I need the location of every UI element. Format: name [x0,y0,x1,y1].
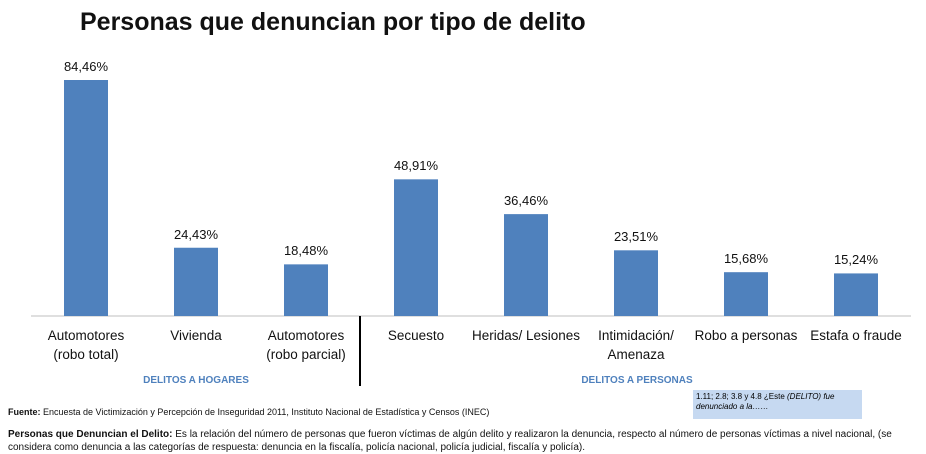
definition-text: Es la relación del número de personas qu… [8,429,892,453]
bar [724,272,768,316]
definition: Personas que Denuncian el Delito: Es la … [8,428,923,454]
value-label: 15,68% [723,251,769,267]
source-label: Fuente: [8,407,41,417]
group-label: DELITOS A HOGARES [143,375,249,386]
x-tick-label: Secuesto [387,328,445,343]
note-text: 1.11; 2.8; 3.8 y 4.8 ¿Este [696,392,788,401]
value-label: 84,46% [63,59,109,74]
bar [394,179,438,316]
x-tick-label: Intimidación/ Amenaza [598,328,674,362]
note-italic: (DELITO) fue denunciado a la…… [696,392,835,411]
definition-label: Personas que Denuncian el Delito: [8,429,173,440]
note-box: 1.11; 2.8; 3.8 y 4.8 ¿Este (DELITO) fue … [693,390,862,419]
bar [614,250,658,316]
value-label: 36,46% [503,193,549,209]
x-tick-label: Automotores (robo total) [47,328,125,362]
bar [174,247,218,316]
bar [834,273,878,316]
value-label: 24,43% [173,226,219,242]
chart-title: Personas que denuncian por tipo de delit… [80,8,586,36]
x-tick-label: Robo a personas [694,328,798,343]
source-text: Encuesta de Victimización y Percepción d… [43,407,490,417]
value-label: 18,48% [283,243,329,259]
x-tick-label: Estafa o fraude [810,328,902,343]
x-tick-label: Automotores (robo parcial) [266,328,346,362]
bar [504,214,548,316]
value-label: 15,24% [833,252,879,268]
group-label: DELITOS A PERSONAS [581,375,693,386]
x-tick-label: Vivienda [170,328,222,343]
bar [64,80,108,316]
x-tick-label: Heridas/ Lesiones [471,328,581,343]
source: Fuente: Encuesta de Victimización y Perc… [8,407,489,417]
value-label: 48,91% [393,158,439,174]
value-label: 23,51% [613,229,659,245]
bar [284,264,328,316]
